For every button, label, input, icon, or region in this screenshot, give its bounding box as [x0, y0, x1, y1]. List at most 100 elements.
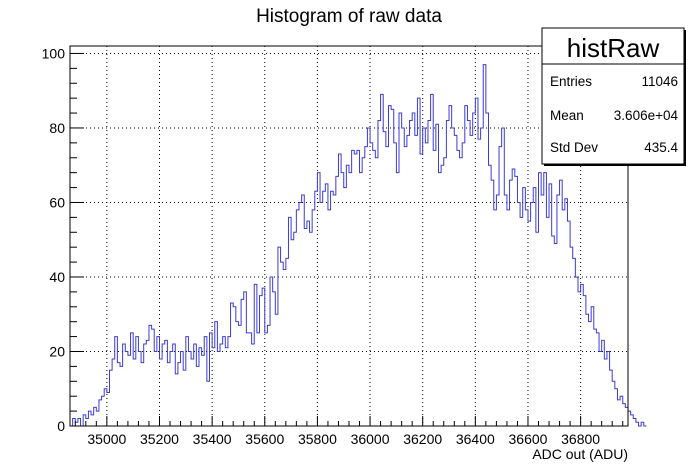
- stats-box: histRaw Entries 11046 Mean 3.606e+04 Std…: [541, 27, 686, 166]
- histogram-bin: [217, 351, 220, 426]
- histogram-bin: [125, 351, 128, 426]
- histogram-bin: [567, 221, 570, 426]
- histogram-bin: [246, 333, 249, 426]
- histogram-outline: [70, 64, 647, 427]
- histogram-bin: [165, 340, 168, 426]
- x-tick-label: 35200: [140, 431, 179, 447]
- stats-stddev-value: 435.4: [644, 140, 678, 155]
- histogram-bin: [307, 221, 310, 426]
- histogram-bin: [475, 98, 478, 426]
- histogram-bin: [244, 292, 247, 426]
- histogram-bin: [433, 150, 436, 426]
- histogram-bin: [452, 128, 455, 426]
- histogram-bin: [191, 359, 194, 426]
- stats-mean-value: 3.606e+04: [614, 108, 679, 123]
- histogram-bin: [273, 292, 276, 426]
- histogram-bin: [144, 344, 147, 426]
- histogram-bin: [131, 333, 134, 426]
- histogram-bin: [173, 344, 176, 426]
- histogram-bin: [410, 121, 413, 426]
- histogram-bin: [396, 173, 399, 426]
- histogram-bin: [378, 121, 381, 426]
- histogram-bin: [610, 370, 613, 426]
- histogram-bin: [491, 180, 494, 426]
- histogram-bin: [502, 128, 505, 426]
- stats-stddev-label: Std Dev: [550, 140, 598, 155]
- histogram-bin: [539, 173, 542, 426]
- x-tick-label: 35800: [298, 431, 337, 447]
- histogram-bin: [302, 195, 305, 426]
- histogram-bin: [225, 348, 228, 426]
- histogram-bin: [457, 150, 460, 426]
- histogram-bin: [183, 370, 186, 426]
- y-tick-label: 60: [49, 194, 65, 210]
- histogram-bin: [615, 389, 618, 426]
- y-tick-label: 0: [57, 418, 65, 434]
- histogram-bin: [265, 333, 268, 426]
- histogram-bin: [204, 337, 207, 426]
- histogram-bin: [367, 128, 370, 426]
- histogram-bin: [91, 415, 94, 426]
- histogram-bin: [467, 121, 470, 426]
- histogram-bin: [420, 154, 423, 426]
- histogram-bin: [133, 359, 136, 426]
- histogram-bin: [391, 109, 394, 426]
- histogram-bin: [431, 94, 434, 426]
- histogram-bin: [304, 229, 307, 426]
- histogram-bin: [236, 322, 239, 426]
- stats-entries-value: 11046: [641, 74, 678, 89]
- histogram-bin: [152, 329, 155, 426]
- histogram-bin: [270, 277, 273, 426]
- histogram-bin: [291, 240, 294, 426]
- histogram-bin: [157, 337, 160, 426]
- histogram-bin: [317, 173, 320, 426]
- histogram-bin: [596, 333, 599, 426]
- histogram-bin: [423, 128, 426, 426]
- histogram-bin: [541, 195, 544, 426]
- histogram-bin: [149, 325, 152, 426]
- histogram-bin: [504, 195, 507, 426]
- histogram-bin: [536, 232, 539, 426]
- stats-mean-label: Mean: [550, 108, 584, 123]
- histogram-series: [70, 64, 647, 427]
- histogram-bin: [525, 210, 528, 426]
- histogram-bin: [515, 176, 518, 426]
- histogram-bin: [591, 307, 594, 426]
- histogram-bin: [449, 106, 452, 426]
- histogram-bin: [446, 121, 449, 426]
- histogram-bin: [436, 124, 439, 426]
- histogram-bin: [607, 351, 610, 426]
- histogram-bin: [633, 419, 636, 426]
- histogram-bin: [478, 139, 481, 426]
- histogram-bin: [578, 292, 581, 426]
- histogram-bin: [386, 147, 389, 426]
- histogram-bin: [407, 135, 410, 426]
- histogram-bin: [554, 243, 557, 426]
- histogram-bin: [594, 329, 597, 426]
- histogram-bin: [444, 158, 447, 426]
- histogram-bin: [523, 188, 526, 426]
- x-tick-label: 36200: [403, 431, 442, 447]
- histogram-bin: [473, 113, 476, 426]
- histogram-bin: [241, 299, 244, 426]
- histogram-bin: [328, 210, 331, 426]
- histogram-bin: [373, 150, 376, 426]
- histogram-bin: [178, 363, 181, 426]
- histogram-bin: [602, 340, 605, 426]
- histogram-bin: [196, 366, 199, 426]
- histogram-bin: [438, 173, 441, 426]
- histogram-bin: [549, 184, 552, 426]
- stats-box-frame: [541, 27, 685, 165]
- histogram-bin: [109, 370, 112, 426]
- histogram-bin: [162, 344, 165, 426]
- histogram-bin: [357, 150, 360, 426]
- histogram-bin: [257, 333, 260, 426]
- histogram-bin: [575, 277, 578, 426]
- histogram-bin: [231, 303, 234, 426]
- histogram-bin: [496, 195, 499, 426]
- histogram-bin: [188, 351, 191, 426]
- histogram-bin: [604, 359, 607, 426]
- stats-box-title: histRaw: [567, 33, 660, 63]
- histogram-bin: [383, 132, 386, 426]
- histogram-bin: [281, 262, 284, 426]
